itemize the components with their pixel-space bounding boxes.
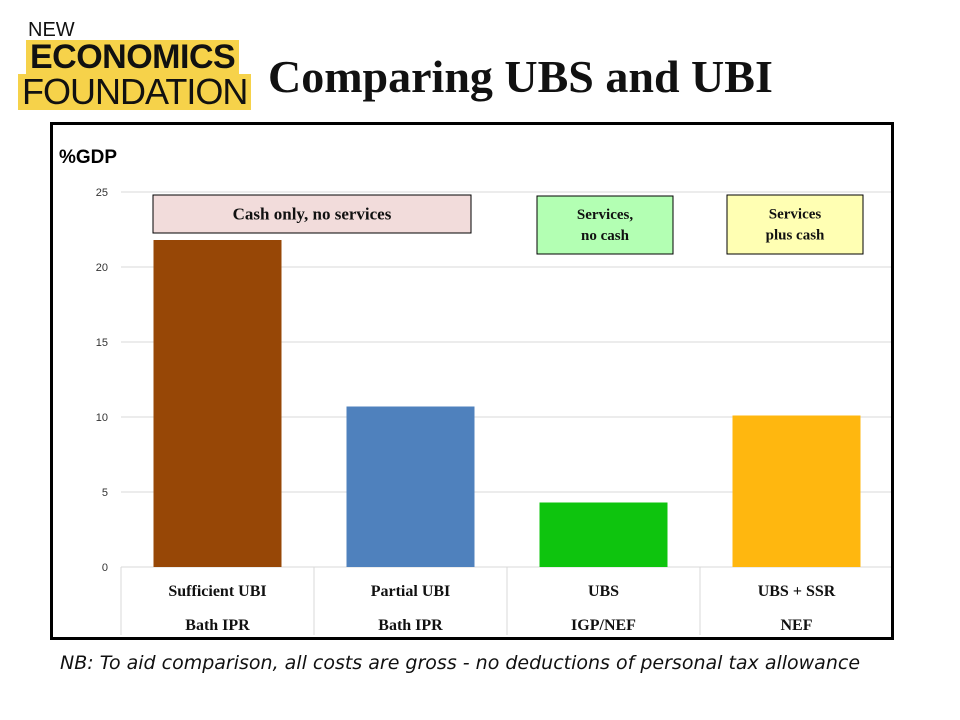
y-tick-label: 0 <box>102 562 108 574</box>
y-tick-label: 15 <box>96 337 108 349</box>
page-title: Comparing UBS and UBI <box>268 51 773 102</box>
annotation-label: no cash <box>581 228 630 244</box>
nef-logo: NEW ECONOMICS FOUNDATION <box>18 18 252 110</box>
logo-text-economics: ECONOMICS <box>26 40 240 74</box>
footnote: NB: To aid comparison, all costs are gro… <box>60 652 861 674</box>
annotation-box <box>726 194 864 255</box>
y-tick-label: 25 <box>96 187 108 199</box>
annotation-label: Services <box>769 207 822 223</box>
bar-chart: %GDP 0 5 10 15 20 25 Sufficient UBI Bath IPR Part… <box>59 147 894 635</box>
category-source-label: IGP/NEF <box>571 617 636 634</box>
category-label: UBS + SSR <box>758 583 836 600</box>
annotation-label: Services, <box>577 207 633 223</box>
bar-partial-ubi <box>346 406 475 567</box>
category-label: Partial UBI <box>371 583 451 600</box>
y-tick-label: 5 <box>102 487 108 499</box>
logo-text-new: NEW <box>28 19 75 41</box>
annotation-label: Cash only, no services <box>233 205 392 224</box>
logo-text-foundation: FOUNDATION <box>18 74 252 110</box>
y-axis-label: %GDP <box>59 147 117 168</box>
category-source-label: NEF <box>781 617 813 634</box>
y-tick-label: 10 <box>96 412 108 424</box>
annotation-label: plus cash <box>766 228 825 244</box>
y-tick-label: 20 <box>96 262 108 274</box>
category-label: UBS <box>588 583 619 600</box>
bar-ubs-ssr <box>732 415 861 567</box>
category-label: Sufficient UBI <box>168 583 266 600</box>
bar-ubs <box>539 502 668 567</box>
annotation-box <box>536 195 674 255</box>
category-source-label: Bath IPR <box>378 617 443 634</box>
bar-sufficient-ubi <box>153 240 282 567</box>
chart-frame: %GDP 0 5 10 15 20 25 Sufficient UBI Bath IPR Part… <box>50 122 894 640</box>
category-source-label: Bath IPR <box>185 617 250 634</box>
annotation-box <box>152 194 472 234</box>
